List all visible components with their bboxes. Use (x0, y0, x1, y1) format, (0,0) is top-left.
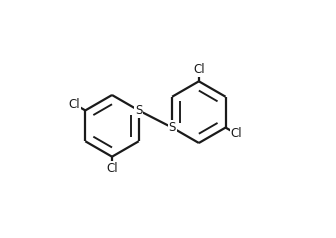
Text: Cl: Cl (69, 98, 81, 111)
Text: Cl: Cl (230, 127, 242, 140)
Text: S: S (168, 121, 176, 134)
Text: Cl: Cl (193, 63, 205, 76)
Text: Cl: Cl (106, 162, 118, 175)
Text: S: S (135, 104, 142, 117)
